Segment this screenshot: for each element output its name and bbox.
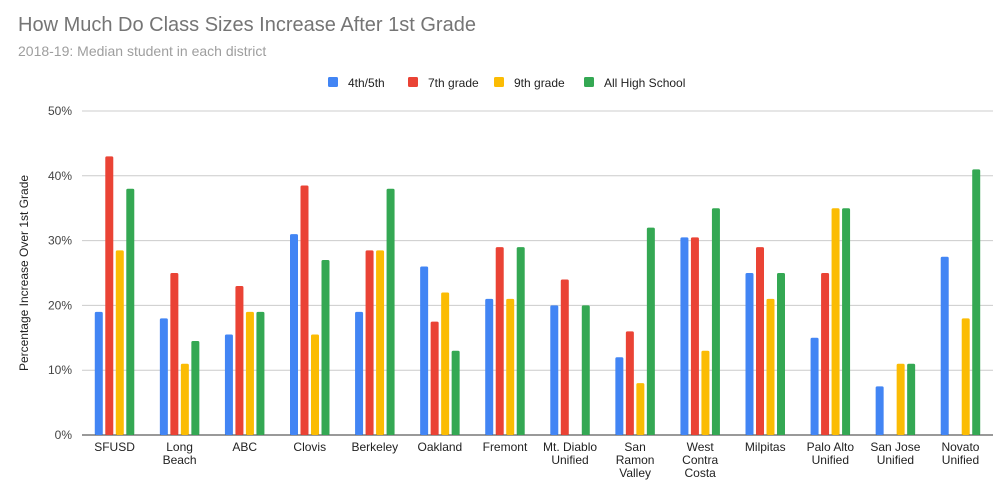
bar bbox=[115, 250, 124, 435]
bar bbox=[311, 334, 319, 435]
x-tick-label: Valley bbox=[619, 466, 651, 480]
bar bbox=[126, 188, 135, 435]
chart-title: How Much Do Class Sizes Increase After 1… bbox=[18, 14, 476, 36]
bar bbox=[245, 311, 254, 435]
bar bbox=[560, 279, 569, 435]
bar bbox=[810, 337, 819, 435]
bar bbox=[646, 227, 655, 435]
bar bbox=[615, 357, 624, 435]
x-tick-label: Contra bbox=[682, 453, 718, 467]
chart-subtitle: 2018-19: Median student in each district bbox=[18, 43, 267, 59]
legend-swatch bbox=[408, 77, 418, 87]
bar bbox=[766, 298, 775, 435]
legend-label: 4th/5th bbox=[348, 76, 385, 90]
x-tick-label: San bbox=[624, 440, 645, 454]
x-tick-label: Clovis bbox=[293, 440, 326, 454]
bar bbox=[495, 247, 504, 435]
bar bbox=[550, 305, 559, 435]
bar bbox=[365, 250, 374, 435]
x-tick-label: Milpitas bbox=[745, 440, 786, 454]
bar bbox=[321, 260, 330, 435]
bar bbox=[940, 256, 949, 435]
x-tick-label: Mt. Diablo bbox=[543, 440, 597, 454]
bar bbox=[105, 156, 114, 436]
bar bbox=[290, 234, 298, 435]
bar bbox=[170, 273, 179, 435]
bar bbox=[690, 237, 699, 435]
bar bbox=[485, 298, 494, 435]
bar bbox=[191, 341, 200, 435]
x-tick-label: Beach bbox=[163, 453, 197, 467]
bar bbox=[777, 273, 785, 435]
bar bbox=[831, 208, 840, 435]
x-tick-label: Costa bbox=[684, 466, 716, 480]
x-tick-label: Unified bbox=[877, 453, 914, 467]
bar bbox=[711, 208, 720, 435]
bar bbox=[420, 266, 429, 435]
bar bbox=[386, 188, 395, 435]
x-tick-label: Oakland bbox=[418, 440, 463, 454]
y-tick-label: 30% bbox=[48, 234, 72, 248]
y-tick-label: 20% bbox=[48, 298, 72, 312]
x-tick-label: Berkeley bbox=[351, 440, 398, 454]
x-tick-label: West bbox=[687, 440, 715, 454]
x-tick-label: Fremont bbox=[483, 440, 528, 454]
bar bbox=[701, 350, 710, 435]
bar bbox=[159, 318, 168, 435]
legend-label: 9th grade bbox=[514, 76, 565, 90]
bar bbox=[355, 311, 364, 435]
x-tick-label: SFUSD bbox=[94, 440, 135, 454]
bar bbox=[756, 247, 764, 435]
bar bbox=[581, 305, 590, 435]
bar bbox=[224, 334, 233, 435]
bar bbox=[451, 350, 460, 435]
bar bbox=[506, 298, 515, 435]
x-tick-label: Long bbox=[166, 440, 193, 454]
bar bbox=[896, 363, 905, 435]
bar bbox=[180, 363, 189, 435]
bar bbox=[636, 383, 645, 435]
bar bbox=[256, 311, 265, 435]
legend-swatch bbox=[584, 77, 594, 87]
y-tick-label: 40% bbox=[48, 169, 72, 183]
bar bbox=[235, 285, 244, 435]
y-tick-label: 0% bbox=[55, 428, 73, 442]
bar bbox=[972, 169, 981, 435]
bar bbox=[875, 386, 884, 435]
bar bbox=[516, 247, 525, 435]
x-tick-label: ABC bbox=[232, 440, 257, 454]
x-tick-label: San Jose bbox=[870, 440, 920, 454]
bar bbox=[821, 273, 830, 435]
x-tick-label: Ramon bbox=[616, 453, 655, 467]
x-tick-label: Unified bbox=[812, 453, 849, 467]
bar bbox=[625, 331, 634, 435]
bar bbox=[961, 318, 970, 435]
y-axis-label: Percentage Increase Over 1st Grade bbox=[17, 175, 31, 371]
bar bbox=[745, 273, 754, 435]
legend-swatch bbox=[494, 77, 504, 87]
bar bbox=[430, 321, 439, 435]
y-tick-label: 50% bbox=[48, 104, 72, 118]
bar bbox=[842, 208, 851, 435]
bar bbox=[376, 250, 385, 435]
x-tick-label: Palo Alto bbox=[807, 440, 855, 454]
bar bbox=[441, 292, 450, 435]
bar bbox=[300, 185, 309, 435]
x-tick-label: Unified bbox=[551, 453, 588, 467]
legend-label: 7th grade bbox=[428, 76, 479, 90]
legend-label: All High School bbox=[604, 76, 685, 90]
bar bbox=[94, 311, 103, 435]
bar bbox=[907, 363, 916, 435]
legend-swatch bbox=[328, 77, 338, 87]
x-tick-label: Novato bbox=[941, 440, 979, 454]
x-tick-label: Unified bbox=[942, 453, 979, 467]
y-tick-label: 10% bbox=[48, 363, 72, 377]
bar bbox=[680, 237, 689, 435]
